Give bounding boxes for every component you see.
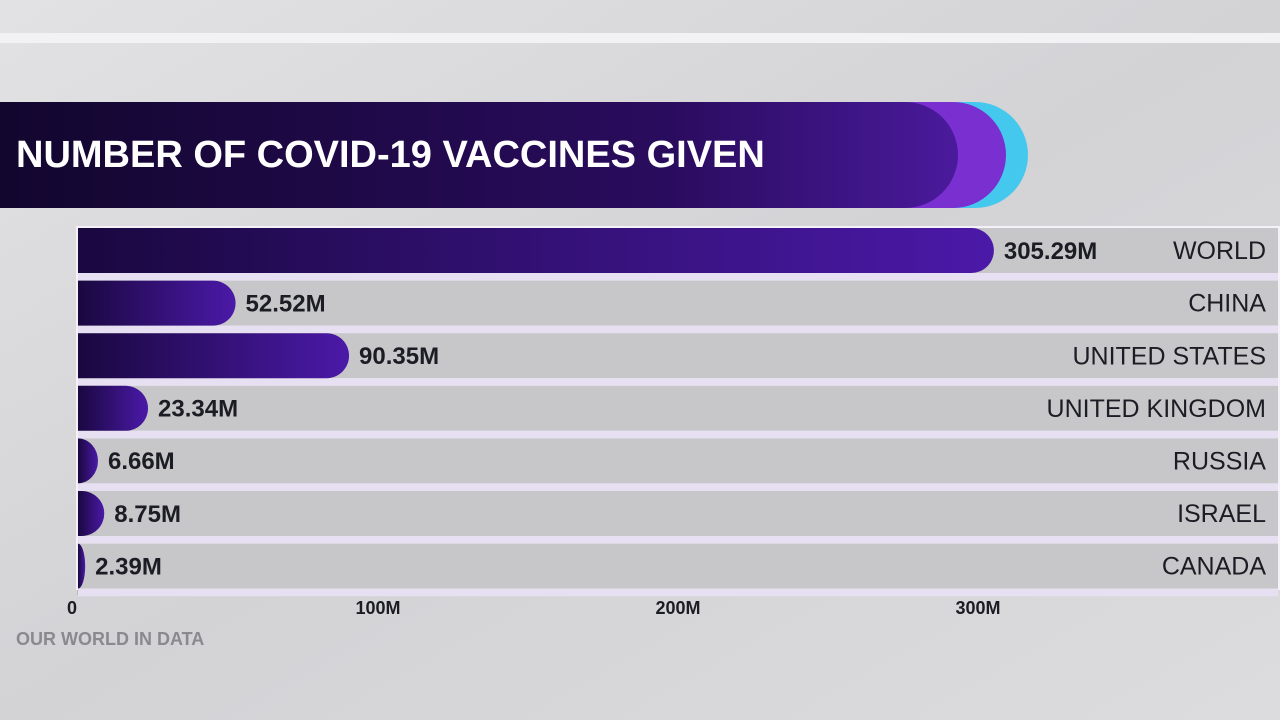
source: OUR WORLD IN DATA: [16, 629, 204, 649]
value-label: 90.35M: [359, 343, 439, 370]
title-banner: [0, 102, 958, 208]
plot: 0 100M 200M 300M 305.29M WORLD 52.52M CHINA 90.3…: [67, 228, 1278, 618]
bar-track: [78, 438, 1278, 484]
category-label: UNITED STATES: [1072, 342, 1266, 370]
category-label: UNITED KINGDOM: [1047, 395, 1266, 423]
bar-track: [78, 543, 1278, 589]
x-tick-label: 300M: [955, 598, 1000, 618]
bar: [78, 280, 236, 326]
bar: [78, 333, 350, 379]
category-label: WORLD: [1173, 237, 1266, 265]
category-label: ISRAEL: [1177, 500, 1266, 528]
row-separator: [78, 430, 1278, 439]
row-separator: [78, 325, 1278, 334]
value-label: 8.75M: [114, 501, 181, 528]
value-label: 2.39M: [95, 553, 162, 580]
x-tick-label: 0: [67, 598, 77, 618]
bar: [78, 385, 149, 431]
stripe: [0, 33, 1280, 43]
value-label: 305.29M: [1004, 238, 1097, 265]
chart-title: NUMBER OF COVID-19 VACCINES GIVEN: [16, 134, 765, 176]
row-separator: [78, 273, 1278, 281]
category-label: RUSSIA: [1173, 448, 1266, 476]
bar: [78, 438, 98, 484]
value-label: 23.34M: [158, 396, 238, 423]
x-tick-label: 200M: [655, 598, 700, 618]
bar: [78, 491, 105, 536]
row-separator: [78, 536, 1278, 544]
row-separator: [78, 483, 1278, 491]
bar: [78, 228, 994, 273]
bar: [78, 543, 86, 589]
category-label: CANADA: [1162, 553, 1267, 581]
bar-track: [78, 280, 1278, 326]
row-separator: [78, 378, 1278, 386]
row-separator: [78, 588, 1278, 597]
category-label: CHINA: [1188, 290, 1266, 318]
x-tick-label: 100M: [355, 598, 400, 618]
bar-track: [78, 385, 1278, 431]
value-label: 52.52M: [246, 290, 326, 317]
bar-track: [78, 491, 1278, 536]
value-label: 6.66M: [108, 448, 175, 475]
